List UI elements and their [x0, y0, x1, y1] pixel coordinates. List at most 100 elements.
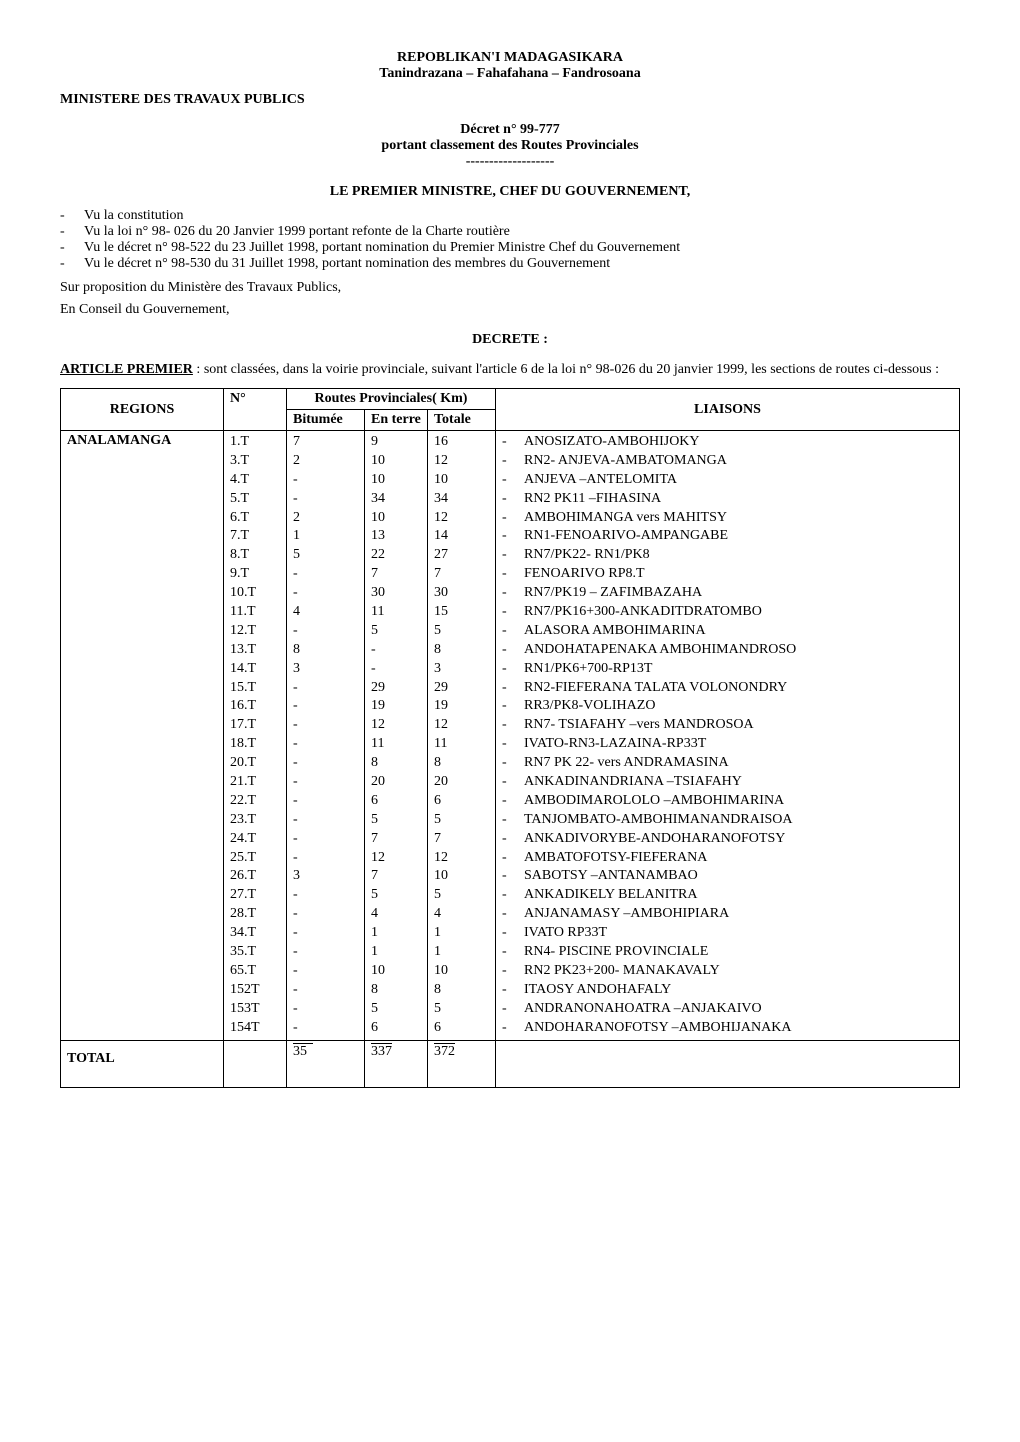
cell-value: - — [293, 1019, 358, 1038]
preamble-line: En Conseil du Gouvernement, — [60, 302, 960, 318]
cell-value: 5 — [434, 811, 489, 830]
cell-value: AMBODIMAROLOLO –AMBOHIMARINA — [502, 792, 953, 811]
cell-value: 10 — [371, 471, 421, 490]
cell-value: RN7 PK 22- vers ANDRAMASINA — [502, 754, 953, 773]
cell-value: 5 — [371, 811, 421, 830]
cell-value: RN2 PK11 –FIHASINA — [502, 490, 953, 509]
cell-value: - — [293, 830, 358, 849]
cell-value: 29 — [434, 679, 489, 698]
cell-value: 30 — [434, 584, 489, 603]
cell-value: 6 — [434, 792, 489, 811]
cell-value: 1 — [371, 943, 421, 962]
cell-value: - — [293, 792, 358, 811]
cell-value: 20 — [434, 773, 489, 792]
cell-value: 6 — [371, 792, 421, 811]
cell-value: AMBATOFOTSY-FIEFERANA — [502, 849, 953, 868]
cell-value: 20.T — [230, 754, 280, 773]
cell-value: 7 — [371, 565, 421, 584]
cell-value: 4.T — [230, 471, 280, 490]
cell-value: 8 — [434, 641, 489, 660]
cell-value: AMBOHIMANGA vers MAHITSY — [502, 509, 953, 528]
cell-value: 8 — [371, 754, 421, 773]
cell-value: 6.T — [230, 509, 280, 528]
cell-value: 7 — [371, 830, 421, 849]
cell-value: 12 — [434, 849, 489, 868]
vu-item: Vu la constitution — [60, 208, 960, 224]
cell-value: 14 — [434, 527, 489, 546]
totale-list: 1612103412142773015583291912118206571210… — [434, 433, 489, 1038]
cell-value: 5 — [434, 622, 489, 641]
total-terre: 337 — [371, 1043, 392, 1060]
liaisons-list: ANOSIZATO-AMBOHIJOKYRN2- ANJEVA-AMBATOMA… — [502, 433, 953, 1038]
cell-value: 4 — [293, 603, 358, 622]
col-enterre: En terre — [365, 410, 428, 431]
cell-value: RN1-FENOARIVO-AMPANGABE — [502, 527, 953, 546]
cell-value: 35.T — [230, 943, 280, 962]
cell-value: 11.T — [230, 603, 280, 622]
cell-value: ANJANAMASY –AMBOHIPIARA — [502, 905, 953, 924]
cell-value: TANJOMBATO-AMBOHIMANANDRAISOA — [502, 811, 953, 830]
cell-value: ITAOSY ANDOHAFALY — [502, 981, 953, 1000]
cell-value: 152T — [230, 981, 280, 1000]
cell-value: RN4- PISCINE PROVINCIALE — [502, 943, 953, 962]
cell-value: 12 — [434, 452, 489, 471]
vu-item: Vu le décret n° 98-530 du 31 Juillet 199… — [60, 256, 960, 272]
cell-value: 19 — [371, 697, 421, 716]
routes-table: REGIONS N° Routes Provinciales( Km) LIAI… — [60, 388, 960, 1088]
cell-value: - — [293, 905, 358, 924]
cell-value: 26.T — [230, 867, 280, 886]
cell-value: ANKADIKELY BELANITRA — [502, 886, 953, 905]
cell-value: ANOSIZATO-AMBOHIJOKY — [502, 433, 953, 452]
cell-value: 9.T — [230, 565, 280, 584]
cell-value: - — [293, 943, 358, 962]
cell-value: ALASORA AMBOHIMARINA — [502, 622, 953, 641]
cell-value: 12 — [371, 849, 421, 868]
cell-value: RN2 PK23+200- MANAKAVALY — [502, 962, 953, 981]
cell-value: RN7- TSIAFAHY –vers MANDROSOA — [502, 716, 953, 735]
preamble-line: Sur proposition du Ministère des Travaux… — [60, 280, 960, 296]
cell-value: 16 — [434, 433, 489, 452]
cell-value: - — [293, 924, 358, 943]
cell-value: 7 — [293, 433, 358, 452]
cell-value: 1 — [434, 924, 489, 943]
cell-value: 5 — [371, 886, 421, 905]
cell-value: RN7/PK19 – ZAFIMBAZAHA — [502, 584, 953, 603]
cell-value: - — [293, 716, 358, 735]
cell-value: 11 — [371, 603, 421, 622]
cell-value: - — [293, 962, 358, 981]
cell-value: - — [371, 660, 421, 679]
cell-value: - — [293, 735, 358, 754]
cell-value: 15 — [434, 603, 489, 622]
col-totale: Totale — [428, 410, 496, 431]
cell-value: RN1/PK6+700-RP13T — [502, 660, 953, 679]
cell-value: 22.T — [230, 792, 280, 811]
cell-value: 2 — [293, 509, 358, 528]
cell-value: 8.T — [230, 546, 280, 565]
cell-value: 10 — [434, 471, 489, 490]
col-group-routes: Routes Provinciales( Km) — [287, 389, 496, 410]
cell-value: 5 — [371, 622, 421, 641]
cell-value: 2 — [293, 452, 358, 471]
total-label: TOTAL — [61, 1040, 224, 1087]
cell-value: 8 — [293, 641, 358, 660]
col-n: N° — [224, 389, 287, 431]
terre-list: 9101034101322730115--2919121182065712754… — [371, 433, 421, 1038]
cell-value: 13.T — [230, 641, 280, 660]
cell-value: 1 — [293, 527, 358, 546]
article-paragraph: ARTICLE PREMIER : sont classées, dans la… — [60, 362, 960, 378]
cell-value: 8 — [434, 981, 489, 1000]
cell-value: 27.T — [230, 886, 280, 905]
cell-value: - — [371, 641, 421, 660]
cell-value: 28.T — [230, 905, 280, 924]
cell-value: 34 — [371, 490, 421, 509]
cell-value: - — [293, 697, 358, 716]
cell-value: - — [293, 773, 358, 792]
cell-value: 5.T — [230, 490, 280, 509]
cell-value: 8 — [371, 981, 421, 1000]
article-label: ARTICLE PREMIER — [60, 362, 193, 377]
cell-value: ANJEVA –ANTELOMITA — [502, 471, 953, 490]
cell-value: 3 — [293, 867, 358, 886]
cell-value: 12 — [371, 716, 421, 735]
cell-value: 7 — [434, 565, 489, 584]
country-name: REPOBLIKAN'I MADAGASIKARA — [60, 50, 960, 66]
